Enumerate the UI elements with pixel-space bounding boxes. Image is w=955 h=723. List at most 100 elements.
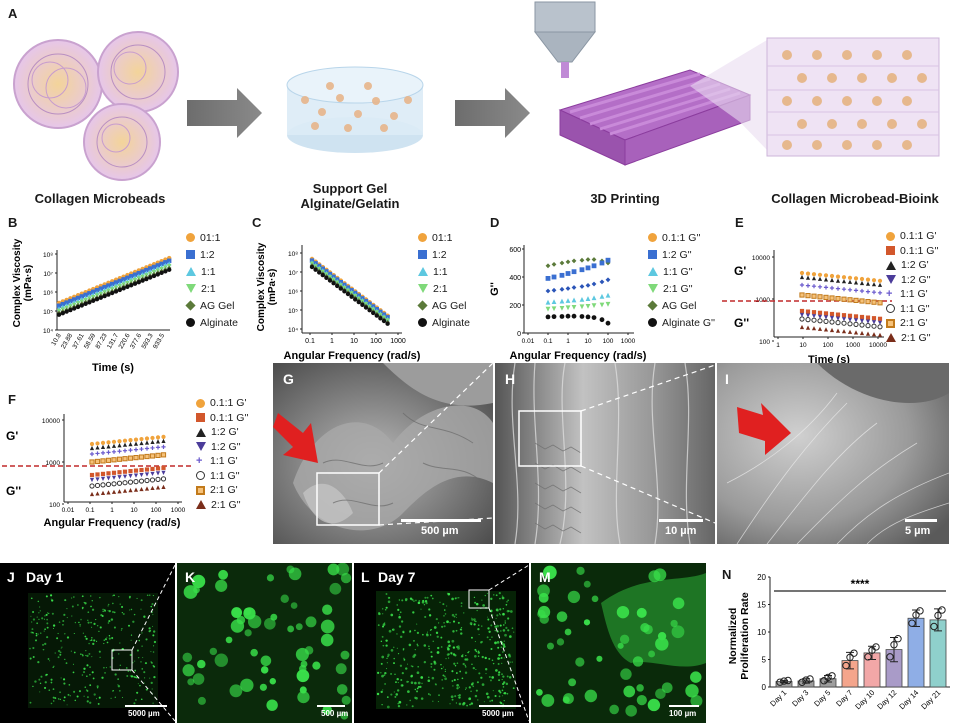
cell-dot bbox=[387, 596, 390, 599]
data-point bbox=[799, 324, 805, 330]
replicate-point bbox=[938, 606, 946, 614]
cell-dot bbox=[475, 602, 479, 606]
cell-dot bbox=[384, 683, 386, 685]
cell-dot bbox=[340, 572, 352, 584]
cell-dot bbox=[84, 635, 87, 638]
cell-dot bbox=[62, 678, 66, 681]
cell-dot bbox=[512, 687, 515, 690]
cell-dot bbox=[141, 645, 143, 647]
legend-entry: 2:1 G'' bbox=[196, 498, 248, 513]
cell-dot bbox=[377, 671, 380, 674]
cell-dot bbox=[60, 677, 62, 679]
data-point bbox=[565, 259, 571, 265]
data-point bbox=[585, 304, 591, 309]
cell-dot bbox=[89, 640, 91, 642]
legend-entry-label: Alginate bbox=[200, 316, 238, 329]
data-point bbox=[817, 272, 823, 277]
cell-dot bbox=[505, 603, 508, 606]
data-point bbox=[89, 477, 95, 483]
cell-dot bbox=[422, 599, 425, 602]
replicate-point bbox=[886, 653, 894, 661]
cell-dot bbox=[499, 624, 502, 627]
data-point bbox=[144, 453, 150, 460]
data-point bbox=[847, 275, 853, 280]
legend-entry-label: 1:1 G'' bbox=[210, 469, 240, 482]
cell-dot bbox=[135, 699, 137, 701]
cell-dot bbox=[146, 594, 149, 597]
data-point bbox=[605, 320, 611, 326]
legend-marker bbox=[196, 485, 205, 495]
cell-dot bbox=[685, 684, 699, 698]
cell-dot bbox=[35, 639, 37, 642]
cell-dot bbox=[430, 662, 433, 665]
cell-dot bbox=[446, 592, 448, 594]
cell-dot bbox=[508, 610, 510, 612]
data-point bbox=[91, 289, 96, 294]
data-point bbox=[167, 267, 172, 272]
data-point bbox=[117, 439, 122, 444]
cell-dot bbox=[52, 624, 56, 627]
data-point bbox=[128, 442, 133, 447]
chart-n-ylabel-2: Proliferation Rate bbox=[739, 592, 751, 680]
cell-dot bbox=[509, 635, 512, 638]
data-point bbox=[100, 450, 106, 455]
data-point bbox=[338, 286, 343, 291]
x-tick-label: Day 12 bbox=[875, 688, 898, 711]
data-point bbox=[599, 279, 605, 285]
data-point bbox=[155, 452, 161, 458]
cell-dot bbox=[112, 690, 114, 692]
cell-dot bbox=[474, 654, 477, 658]
data-point bbox=[155, 485, 161, 490]
collagen-microbead-1 bbox=[13, 39, 103, 129]
cell-dot bbox=[450, 651, 453, 655]
cell-dot bbox=[320, 619, 335, 634]
data-point bbox=[144, 436, 150, 441]
data-point bbox=[113, 280, 119, 285]
cell-dot bbox=[129, 670, 131, 672]
cell-dot bbox=[495, 669, 498, 672]
cell-dot bbox=[494, 694, 497, 698]
cell-dot bbox=[108, 620, 111, 623]
data-point bbox=[551, 306, 557, 312]
data-point bbox=[599, 260, 605, 266]
cell-dot bbox=[130, 634, 133, 636]
x-tick-label: 100 bbox=[823, 342, 834, 349]
data-point bbox=[111, 475, 117, 480]
cell-dot bbox=[97, 702, 100, 705]
legend-entry-label: 0.1:1 G'' bbox=[900, 244, 939, 257]
cell-dot bbox=[462, 654, 464, 656]
data-point bbox=[155, 263, 160, 268]
legend-entry: 1:1 G'' bbox=[886, 302, 938, 317]
cell-dot bbox=[114, 696, 116, 698]
cell-dot bbox=[445, 657, 447, 660]
data-point bbox=[100, 440, 106, 445]
data-point bbox=[309, 264, 315, 270]
cell-dot bbox=[103, 666, 105, 669]
cell-dot bbox=[480, 676, 483, 679]
cell-dot bbox=[440, 663, 442, 666]
x-tick-label: 1000 bbox=[621, 338, 636, 345]
cell-dot bbox=[106, 636, 108, 638]
data-point bbox=[817, 276, 823, 281]
cell-dot bbox=[91, 600, 93, 602]
data-point bbox=[127, 479, 134, 485]
cell-dot bbox=[305, 616, 317, 628]
cell-dot bbox=[411, 705, 414, 708]
cell-dot bbox=[72, 663, 75, 665]
data-point bbox=[559, 298, 565, 304]
cell-dot bbox=[432, 640, 434, 642]
data-point bbox=[150, 435, 155, 441]
cell-dot bbox=[498, 679, 500, 682]
data-point bbox=[799, 316, 805, 322]
scale-label-l: 5000 µm bbox=[482, 709, 514, 718]
cell-dot bbox=[546, 642, 554, 650]
cell-dot bbox=[86, 654, 89, 657]
cell-dot bbox=[39, 610, 41, 612]
caption-support-gel-line1: Support Gel bbox=[312, 181, 388, 196]
cell-dot bbox=[410, 675, 413, 678]
data-point bbox=[133, 441, 139, 446]
cell-dot bbox=[335, 663, 347, 675]
cell-dot bbox=[103, 642, 105, 645]
cell-dot bbox=[32, 610, 35, 613]
legend-entry-label: AG Gel bbox=[432, 299, 467, 312]
